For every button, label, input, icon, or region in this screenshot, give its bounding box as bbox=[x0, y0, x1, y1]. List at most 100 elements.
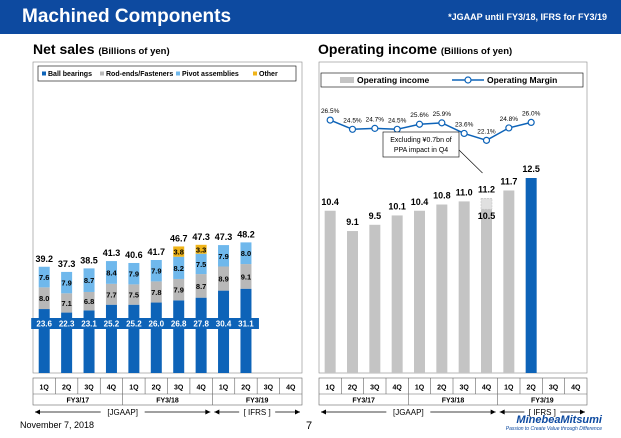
net-sales-bar-0-6 bbox=[173, 300, 184, 373]
net-sales-total-label-5: 41.7 bbox=[148, 247, 166, 257]
oi-bar-7 bbox=[481, 209, 492, 373]
oi-adjusted-label: 11.2 bbox=[478, 184, 495, 194]
segment-value-label-1-6: 7.9 bbox=[173, 286, 183, 295]
oi-legend-label: Operating income bbox=[357, 75, 430, 85]
net-sales-total-label-3: 41.3 bbox=[103, 248, 121, 258]
segment-value-label-2-8: 7.9 bbox=[218, 252, 228, 261]
oi-tick-3: 4Q bbox=[392, 385, 402, 392]
oi-bar-5 bbox=[436, 205, 447, 373]
net-sales-bar-0-9 bbox=[240, 289, 251, 373]
margin-marker-3 bbox=[394, 126, 400, 132]
margin-label-1: 24.5% bbox=[343, 117, 362, 124]
oi-value-label-7: 10.5 bbox=[478, 211, 496, 221]
segment-value-label-2-5: 7.9 bbox=[151, 267, 161, 276]
margin-label-7: 22.1% bbox=[477, 128, 496, 135]
net-sales-bar-0-3 bbox=[106, 305, 117, 373]
oi-period-1: FY3/18 bbox=[442, 398, 465, 405]
legend-label-2: Pivot assemblies bbox=[182, 71, 239, 78]
net-sales-tick-3: 4Q bbox=[107, 385, 117, 392]
oi-bar-9 bbox=[526, 178, 537, 373]
net-sales-tick-5: 2Q bbox=[152, 385, 162, 392]
segment-value-label-3-7: 3.3 bbox=[196, 245, 206, 254]
margin-marker-9 bbox=[528, 119, 534, 125]
segment-value-label-1-3: 7.7 bbox=[106, 290, 116, 299]
oi-period-2: FY3/19 bbox=[531, 398, 554, 405]
net-sales-total-label-6: 46.7 bbox=[170, 233, 188, 243]
oi-tick-10: 3Q bbox=[549, 385, 559, 392]
net-sales-period-0: FY3/17 bbox=[67, 398, 90, 405]
oi-jgaap-label: [JGAAP] bbox=[393, 408, 424, 417]
segment-value-label-3-6: 3.8 bbox=[173, 248, 183, 257]
ppa-annotation-line-1: Excluding ¥0.7bn of bbox=[390, 137, 452, 144]
net-sales-jgaap-label: [JGAAP] bbox=[107, 408, 138, 417]
oi-bar-4 bbox=[414, 211, 425, 373]
ball-value-label-4: 25.2 bbox=[126, 320, 142, 329]
oi-bar-2 bbox=[369, 225, 380, 373]
segment-value-label-2-6: 8.2 bbox=[173, 264, 183, 273]
net-sales-tick-9: 2Q bbox=[241, 385, 251, 392]
net-sales-total-label-2: 38.5 bbox=[80, 255, 98, 265]
oi-value-label-2: 9.5 bbox=[369, 211, 382, 221]
oi-adjustment-bar bbox=[481, 198, 492, 209]
net-sales-jgaap-arrowhead-right bbox=[205, 410, 210, 415]
margin-label-4: 25.6% bbox=[410, 112, 429, 119]
margin-label-2: 24.7% bbox=[366, 116, 385, 123]
brand-tagline: Passion to Create Value through Differen… bbox=[506, 426, 602, 432]
margin-label-5: 25.9% bbox=[433, 111, 452, 118]
net-sales-bar-0-7 bbox=[196, 298, 207, 373]
oi-legend-swatch bbox=[340, 77, 354, 83]
net-sales-period-2: FY3/19 bbox=[246, 398, 269, 405]
oi-tick-9: 2Q bbox=[526, 385, 536, 392]
oi-plot-frame bbox=[319, 62, 587, 373]
segment-value-label-1-1: 7.1 bbox=[61, 299, 71, 308]
oi-tick-6: 3Q bbox=[459, 385, 469, 392]
legend-label-1: Rod-ends/Fasteners bbox=[106, 71, 173, 78]
oi-value-label-0: 10.4 bbox=[321, 197, 339, 207]
net-sales-total-label-1: 37.3 bbox=[58, 259, 76, 269]
net-sales-bar-0-4 bbox=[128, 305, 139, 373]
margin-marker-0 bbox=[327, 117, 333, 123]
ball-value-label-0: 23.6 bbox=[36, 320, 52, 329]
net-sales-bar-0-5 bbox=[151, 303, 162, 373]
oi-ifrs-arrowhead-left bbox=[500, 410, 505, 415]
margin-marker-8 bbox=[506, 125, 512, 131]
segment-value-label-1-7: 8.7 bbox=[196, 282, 206, 291]
net-sales-ifrs-label: [ IFRS ] bbox=[244, 408, 271, 417]
oi-value-label-8: 11.7 bbox=[500, 176, 517, 186]
net-sales-tick-10: 3Q bbox=[264, 385, 274, 392]
net-sales-tick-2: 3Q bbox=[84, 385, 94, 392]
charts-canvas: Ball bearings Rod-ends/Fasteners Pivot ass… bbox=[0, 0, 621, 438]
segment-value-label-1-8: 8.9 bbox=[218, 275, 228, 284]
segment-value-label-2-2: 8.7 bbox=[84, 276, 94, 285]
oi-value-label-3: 10.1 bbox=[388, 201, 406, 211]
legend-swatch-0 bbox=[42, 72, 46, 76]
margin-marker-1 bbox=[350, 126, 356, 132]
oi-tick-5: 2Q bbox=[437, 385, 447, 392]
segment-value-label-1-4: 7.5 bbox=[129, 291, 139, 300]
footer-date: November 7, 2018 bbox=[20, 420, 94, 430]
ball-value-label-2: 23.1 bbox=[81, 320, 97, 329]
net-sales-jgaap-arrowhead-left bbox=[35, 410, 40, 415]
oi-value-label-4: 10.4 bbox=[411, 197, 429, 207]
net-sales-tick-8: 1Q bbox=[219, 385, 229, 392]
margin-legend-label: Operating Margin bbox=[487, 75, 557, 85]
oi-tick-8: 1Q bbox=[504, 385, 514, 392]
legend-label-0: Ball bearings bbox=[48, 71, 92, 78]
net-sales-total-label-4: 40.6 bbox=[125, 250, 143, 260]
segment-value-label-2-9: 8.0 bbox=[241, 249, 251, 258]
margin-label-6: 23.6% bbox=[455, 121, 474, 128]
segment-value-label-2-4: 7.9 bbox=[129, 270, 139, 279]
net-sales-tick-1: 2Q bbox=[62, 385, 72, 392]
net-sales-ifrs-arrowhead-left bbox=[214, 410, 219, 415]
oi-bar-0 bbox=[325, 211, 336, 373]
ball-value-label-1: 22.3 bbox=[59, 320, 75, 329]
net-sales-tick-6: 3Q bbox=[174, 385, 184, 392]
net-sales-tick-7: 4Q bbox=[196, 385, 206, 392]
segment-value-label-1-5: 7.8 bbox=[151, 288, 161, 297]
ball-value-label-3: 25.2 bbox=[104, 320, 120, 329]
margin-label-3: 24.5% bbox=[388, 117, 407, 124]
ppa-annotation-line-2: PPA impact in Q4 bbox=[394, 147, 448, 154]
legend-label-3: Other bbox=[259, 71, 278, 78]
net-sales-tick-0: 1Q bbox=[40, 385, 50, 392]
net-sales-total-label-7: 47.3 bbox=[192, 232, 210, 242]
